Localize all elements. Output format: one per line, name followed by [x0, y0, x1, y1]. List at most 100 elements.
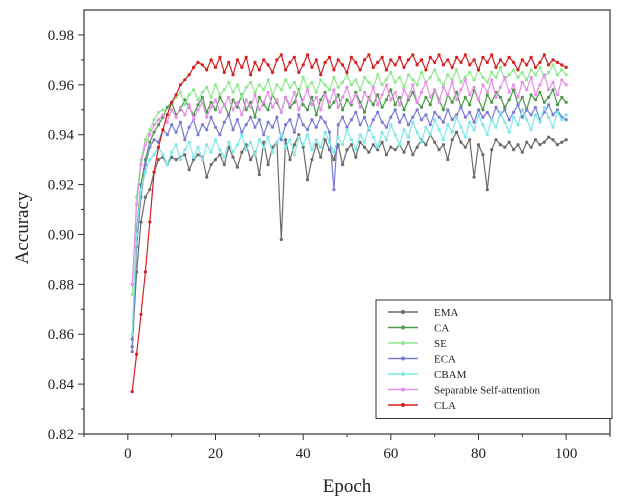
data-point-cla — [279, 53, 283, 57]
series-eca — [130, 103, 568, 354]
data-point-separable-self-attention — [170, 108, 174, 112]
data-point-cbam — [490, 118, 494, 122]
data-point-cla — [327, 55, 332, 60]
data-point-eca — [433, 110, 437, 114]
data-point-separable-self-attention — [476, 98, 481, 102]
data-point-se — [468, 70, 472, 74]
data-point-cla — [205, 68, 209, 72]
data-point-cbam — [547, 115, 551, 119]
data-point-separable-self-attention — [196, 108, 200, 112]
data-point-separable-self-attention — [209, 105, 213, 109]
data-point-eca — [533, 105, 538, 109]
data-point-ca — [520, 95, 524, 99]
data-point-eca — [319, 115, 323, 119]
data-point-cbam — [187, 140, 191, 144]
legend-item-cla: CLA — [388, 400, 456, 412]
data-point-cbam — [139, 188, 143, 192]
data-point-cla — [362, 58, 367, 62]
data-point-separable-self-attention — [187, 103, 191, 107]
data-point-cla — [533, 65, 538, 69]
legend-box — [375, 299, 613, 419]
legend-label: CA — [434, 323, 449, 335]
data-point-cbam — [253, 153, 257, 157]
data-point-ema — [441, 143, 445, 147]
data-point-ema — [393, 148, 397, 152]
data-point-ca — [314, 113, 318, 117]
data-point-ema — [231, 155, 235, 159]
data-point-cla — [433, 60, 437, 64]
data-point-se — [520, 70, 524, 74]
data-point-cla — [336, 58, 340, 62]
data-point-se — [463, 75, 467, 79]
data-point-ca — [564, 100, 568, 104]
data-point-cbam — [332, 150, 336, 154]
data-point-eca — [231, 128, 235, 132]
data-point-ca — [341, 108, 345, 112]
data-point-cla — [415, 63, 419, 67]
data-point-cla — [402, 65, 406, 69]
data-point-cbam — [183, 148, 187, 152]
data-point-separable-self-attention — [244, 98, 248, 102]
data-point-cla — [323, 60, 327, 64]
data-point-cla — [143, 270, 147, 274]
data-point-ca — [231, 98, 235, 102]
data-point-ca — [362, 110, 367, 114]
data-point-cbam — [551, 125, 555, 129]
data-point-separable-self-attention — [424, 80, 428, 84]
data-point-separable-self-attention — [406, 95, 410, 99]
data-point-cla — [384, 68, 388, 72]
data-point-ema — [402, 150, 406, 154]
data-point-se — [314, 90, 318, 94]
data-point-ca — [235, 105, 239, 109]
data-point-cla — [520, 58, 524, 62]
data-point-ema — [389, 145, 393, 149]
data-point-se — [148, 128, 152, 132]
data-point-cbam — [564, 113, 568, 117]
data-point-cla — [266, 63, 270, 67]
data-point-eca — [152, 138, 156, 142]
data-point-cbam — [161, 153, 165, 157]
data-point-cla — [459, 60, 463, 64]
data-point-ema — [192, 158, 196, 162]
data-point-eca — [555, 108, 560, 112]
data-point-eca — [349, 118, 353, 122]
data-point-cla — [200, 63, 204, 67]
data-point-cla — [165, 113, 169, 117]
data-point-cla — [389, 58, 393, 62]
legend-item-eca: ECA — [388, 354, 456, 366]
data-point-eca — [205, 128, 209, 132]
data-point-cbam — [143, 170, 147, 174]
data-point-ema — [547, 135, 551, 139]
data-point-ema — [507, 140, 511, 144]
data-point-se — [411, 78, 415, 82]
data-point-cla — [305, 53, 310, 57]
data-point-cla — [288, 60, 292, 64]
data-point-ema — [213, 158, 218, 162]
data-point-eca — [411, 115, 415, 119]
legend-swatch-marker — [401, 387, 405, 392]
data-point-se — [200, 90, 204, 94]
data-point-cbam — [249, 140, 253, 144]
data-point-se — [156, 110, 161, 114]
data-point-ema — [433, 140, 437, 144]
data-point-eca — [406, 123, 410, 127]
data-point-cla — [257, 68, 261, 72]
data-point-eca — [196, 133, 200, 137]
data-point-cbam — [257, 138, 261, 142]
data-point-cbam — [174, 143, 178, 147]
data-point-cbam — [424, 125, 428, 129]
data-point-cbam — [380, 130, 384, 134]
data-point-cla — [529, 55, 533, 60]
data-point-eca — [301, 123, 305, 127]
data-point-eca — [398, 120, 402, 124]
data-point-eca — [402, 113, 406, 117]
data-point-ema — [332, 158, 336, 162]
data-point-ca — [301, 103, 305, 107]
data-point-ca — [148, 140, 152, 144]
data-point-cla — [498, 58, 502, 62]
data-point-separable-self-attention — [419, 90, 424, 94]
data-point-cbam — [336, 135, 340, 139]
data-point-separable-self-attention — [358, 105, 362, 109]
data-point-ema — [235, 165, 239, 169]
data-point-separable-self-attention — [341, 95, 345, 99]
